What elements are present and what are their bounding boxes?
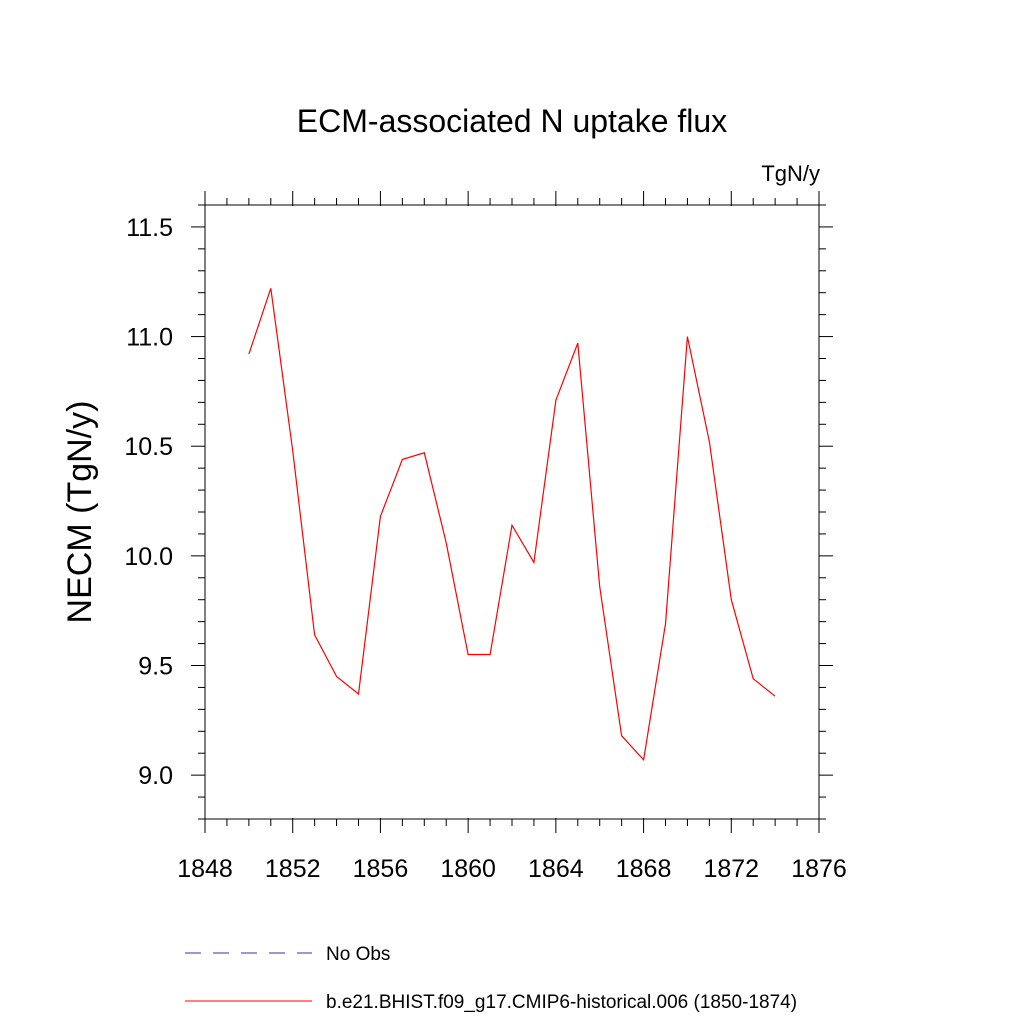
y-tick-label: 9.5 bbox=[138, 653, 173, 681]
x-tick-label: 1872 bbox=[703, 855, 759, 883]
chart-title: ECM-associated N uptake flux bbox=[297, 103, 727, 139]
x-tick-label: 1876 bbox=[791, 855, 847, 883]
legend: No Obs b.e21.BHIST.f09_g17.CMIP6-histori… bbox=[185, 944, 797, 1013]
x-tick-label: 1848 bbox=[177, 855, 233, 883]
plot-frame bbox=[204, 204, 820, 820]
y-tick-label: 10.5 bbox=[124, 433, 173, 461]
x-tick-label: 1856 bbox=[353, 855, 409, 883]
y-tick-label: 11.0 bbox=[126, 324, 173, 352]
y-tick-label: 11.5 bbox=[126, 214, 173, 242]
series-line-historical bbox=[248, 288, 776, 762]
legend-label-no-obs: No Obs bbox=[326, 944, 390, 965]
axis-ticks bbox=[191, 191, 833, 833]
x-tick-label: 1852 bbox=[265, 855, 321, 883]
axis-tick-labels: 1848 1852 1856 1860 1864 1868 1872 1876 9.0 9.5 10… bbox=[124, 214, 846, 883]
legend-label-historical: b.e21.BHIST.f09_g17.CMIP6-historical.006… bbox=[326, 992, 797, 1013]
y-tick-label: 10.0 bbox=[124, 543, 173, 571]
x-tick-label: 1860 bbox=[440, 855, 496, 883]
x-tick-label: 1868 bbox=[616, 855, 672, 883]
x-tick-label: 1864 bbox=[528, 855, 584, 883]
units-label: TgN/y bbox=[761, 161, 820, 186]
series-layer bbox=[248, 288, 776, 762]
y-tick-label: 9.0 bbox=[138, 762, 173, 790]
y-axis-label: NECM (TgN/y) bbox=[61, 401, 99, 624]
